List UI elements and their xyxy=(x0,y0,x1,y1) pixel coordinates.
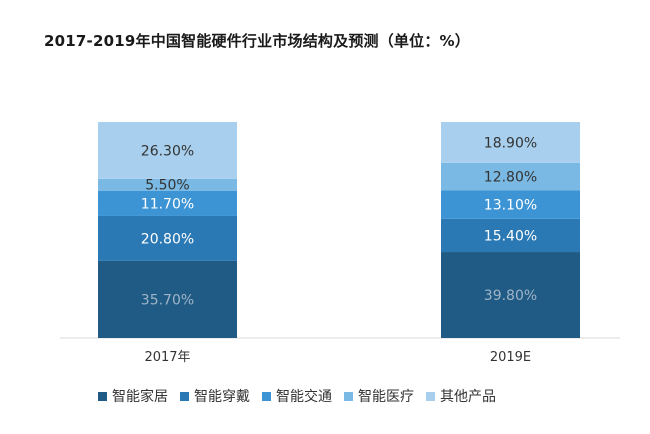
bar-segment xyxy=(98,122,237,179)
bar-segment xyxy=(98,215,237,261)
legend-label: 智能家居 xyxy=(112,389,168,405)
legend-swatch xyxy=(180,391,189,401)
legend-label: 智能交通 xyxy=(276,389,332,405)
bar-segment xyxy=(98,178,237,191)
bar-value-label: 20.80% xyxy=(141,231,194,247)
legend-swatch xyxy=(344,391,353,401)
x-tick-label: 2017年 xyxy=(144,350,190,365)
bar-value-label: 39.80% xyxy=(484,288,537,304)
bar-segment xyxy=(441,190,580,219)
legend-swatch xyxy=(262,391,271,401)
bar-value-label: 26.30% xyxy=(141,143,194,159)
chart-title: 2017-2019年中国智能硬件行业市场结构及预测（单位：%） xyxy=(44,32,470,50)
bar-value-label: 5.50% xyxy=(145,178,189,194)
bar-segment xyxy=(98,190,237,216)
bar-value-label: 11.70% xyxy=(141,196,194,212)
x-tick-label: 2019E xyxy=(490,350,531,365)
bar-value-label: 12.80% xyxy=(484,170,537,186)
bar-value-label: 13.10% xyxy=(484,198,537,214)
legend-item: 智能医疗 xyxy=(344,386,414,406)
legend-item: 智能家居 xyxy=(98,386,168,406)
legend-label: 智能穿戴 xyxy=(194,389,250,405)
legend-swatch xyxy=(98,391,107,401)
bar-segment xyxy=(98,260,237,338)
legend-item: 其他产品 xyxy=(426,386,496,406)
legend-item: 智能穿戴 xyxy=(180,386,250,406)
legend-label: 其他产品 xyxy=(440,389,496,405)
bar-value-label: 35.70% xyxy=(141,292,194,308)
bar-segment xyxy=(441,218,580,253)
bar-segment xyxy=(441,122,580,163)
bar-segment xyxy=(441,162,580,191)
bar-value-label: 15.40% xyxy=(484,228,537,244)
bar-segment xyxy=(441,252,580,338)
legend: 智能家居 智能穿戴 智能交通 智能医疗 其他产品 xyxy=(98,386,496,406)
legend-item: 智能交通 xyxy=(262,386,332,406)
bar-value-label: 18.90% xyxy=(484,135,537,151)
legend-label: 智能医疗 xyxy=(358,389,414,405)
legend-swatch xyxy=(426,391,435,401)
